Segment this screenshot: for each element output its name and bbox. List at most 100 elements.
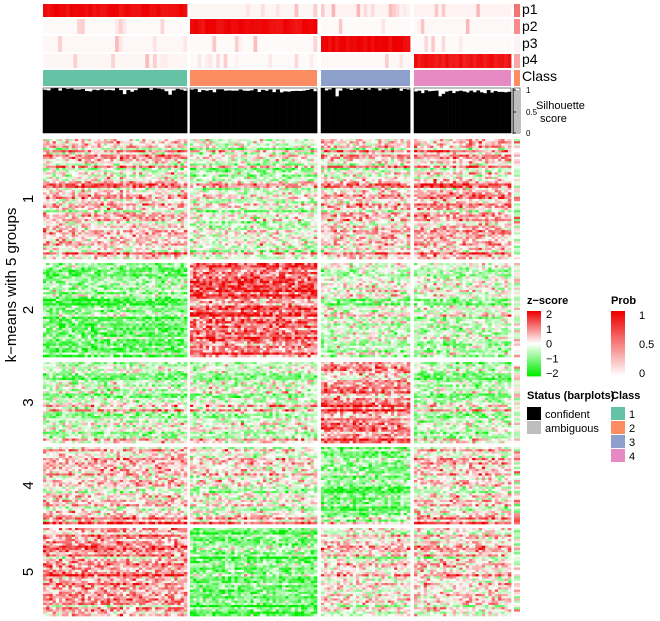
heatmap-cell xyxy=(221,150,226,153)
heatmap-cell xyxy=(297,214,302,218)
heatmap-cell xyxy=(180,252,185,255)
heatmap-cell xyxy=(62,181,66,184)
heatmap-cell xyxy=(177,165,181,169)
heatmap-cell xyxy=(205,181,210,184)
heatmap-cell xyxy=(119,156,124,160)
heatmap-cell xyxy=(119,205,124,209)
prob-cell-p4 xyxy=(204,54,210,68)
heatmap-cell xyxy=(174,203,178,207)
heatmap-cell xyxy=(199,174,204,178)
heatmap-cell xyxy=(294,225,299,229)
heatmap-cell xyxy=(158,187,162,191)
heatmap-cell xyxy=(240,143,245,147)
heatmap-cell xyxy=(291,139,296,142)
heatmap-cell xyxy=(75,152,79,155)
heatmap-cell xyxy=(288,165,292,169)
heatmap-cell xyxy=(285,221,289,224)
heatmap-cell xyxy=(132,179,137,182)
heatmap-cell xyxy=(81,192,85,195)
heatmap-cell xyxy=(164,187,169,191)
heatmap-cell xyxy=(100,252,105,255)
heatmap-cell xyxy=(174,141,178,144)
heatmap-cell xyxy=(81,150,85,153)
heatmap-cell xyxy=(158,252,162,255)
heatmap-cell xyxy=(123,247,127,251)
heatmap-cell xyxy=(100,199,105,202)
heatmap-cell xyxy=(129,187,133,191)
heatmap-cell xyxy=(301,192,305,195)
heatmap-cell xyxy=(103,212,108,215)
heatmap-cell xyxy=(116,163,121,167)
heatmap-cell xyxy=(269,163,273,167)
heatmap-cell xyxy=(52,190,57,193)
heatmap-cell xyxy=(285,241,289,244)
heatmap-cell xyxy=(218,176,223,180)
heatmap-cell xyxy=(87,143,92,147)
silhouette-bar xyxy=(69,88,74,133)
heatmap-cell xyxy=(103,163,108,167)
heatmap-cell xyxy=(91,234,95,238)
heatmap-cell xyxy=(294,143,299,147)
heatmap-cell xyxy=(278,163,283,167)
heatmap-cell xyxy=(132,241,137,244)
heatmap-cell xyxy=(212,243,216,247)
heatmap-cell xyxy=(110,147,114,151)
heatmap-cell xyxy=(59,141,63,144)
heatmap-cell xyxy=(218,174,223,178)
heatmap-cell xyxy=(215,214,219,218)
heatmap-cell xyxy=(282,199,286,202)
heatmap-cell xyxy=(253,156,258,160)
heatmap-cell xyxy=(110,156,114,160)
heatmap-cell xyxy=(158,219,162,222)
heatmap-cell xyxy=(148,221,153,224)
heatmap-cell xyxy=(199,192,204,195)
heatmap-cell xyxy=(43,199,47,202)
heatmap-cell xyxy=(59,245,63,249)
heatmap-cell xyxy=(174,236,178,240)
heatmap-cell xyxy=(237,174,242,178)
heatmap-cell xyxy=(174,207,178,211)
heatmap-cell xyxy=(129,199,133,202)
heatmap-cell xyxy=(269,143,273,147)
heatmap-cell xyxy=(161,219,165,222)
heatmap-cell xyxy=(87,172,92,175)
heatmap-cell xyxy=(228,194,232,198)
heatmap-cell xyxy=(180,194,185,198)
heatmap-cell xyxy=(291,214,296,218)
heatmap-cell xyxy=(151,239,156,242)
heatmap-cell xyxy=(52,187,57,191)
heatmap-cell xyxy=(81,239,85,242)
heatmap-cell xyxy=(132,232,137,235)
heatmap-cell xyxy=(288,156,292,160)
prob-cell-p3 xyxy=(61,36,67,52)
heatmap-cell xyxy=(250,161,254,164)
heatmap-cell xyxy=(139,212,143,215)
heatmap-cell xyxy=(275,167,280,171)
heatmap-cell xyxy=(129,239,133,242)
heatmap-cell xyxy=(107,243,111,247)
heatmap-cell xyxy=(81,227,85,231)
heatmap-cell xyxy=(145,243,149,247)
heatmap-cell xyxy=(209,201,213,204)
heatmap-cell xyxy=(215,147,219,151)
heatmap-cell xyxy=(294,152,299,155)
heatmap-cell xyxy=(205,190,210,193)
heatmap-cell xyxy=(301,181,305,184)
heatmap-cell xyxy=(164,239,169,242)
heatmap-cell xyxy=(161,143,165,147)
heatmap-cell xyxy=(84,256,89,260)
heatmap-cell xyxy=(288,172,292,175)
prob-cell-p2 xyxy=(103,19,108,34)
prob-cell-p4 xyxy=(246,54,251,68)
prob-cell-p3 xyxy=(497,36,501,52)
heatmap-cell xyxy=(196,165,200,169)
heatmap-cell xyxy=(91,230,95,233)
heatmap-cell xyxy=(126,252,130,255)
heatmap-cell xyxy=(171,159,175,162)
heatmap-cell xyxy=(218,216,223,220)
heatmap-cell xyxy=(266,214,270,218)
heatmap-cell xyxy=(75,161,79,164)
prob-cell-p1 xyxy=(305,4,310,17)
heatmap-cell xyxy=(231,219,235,222)
heatmap-cell xyxy=(158,207,162,211)
